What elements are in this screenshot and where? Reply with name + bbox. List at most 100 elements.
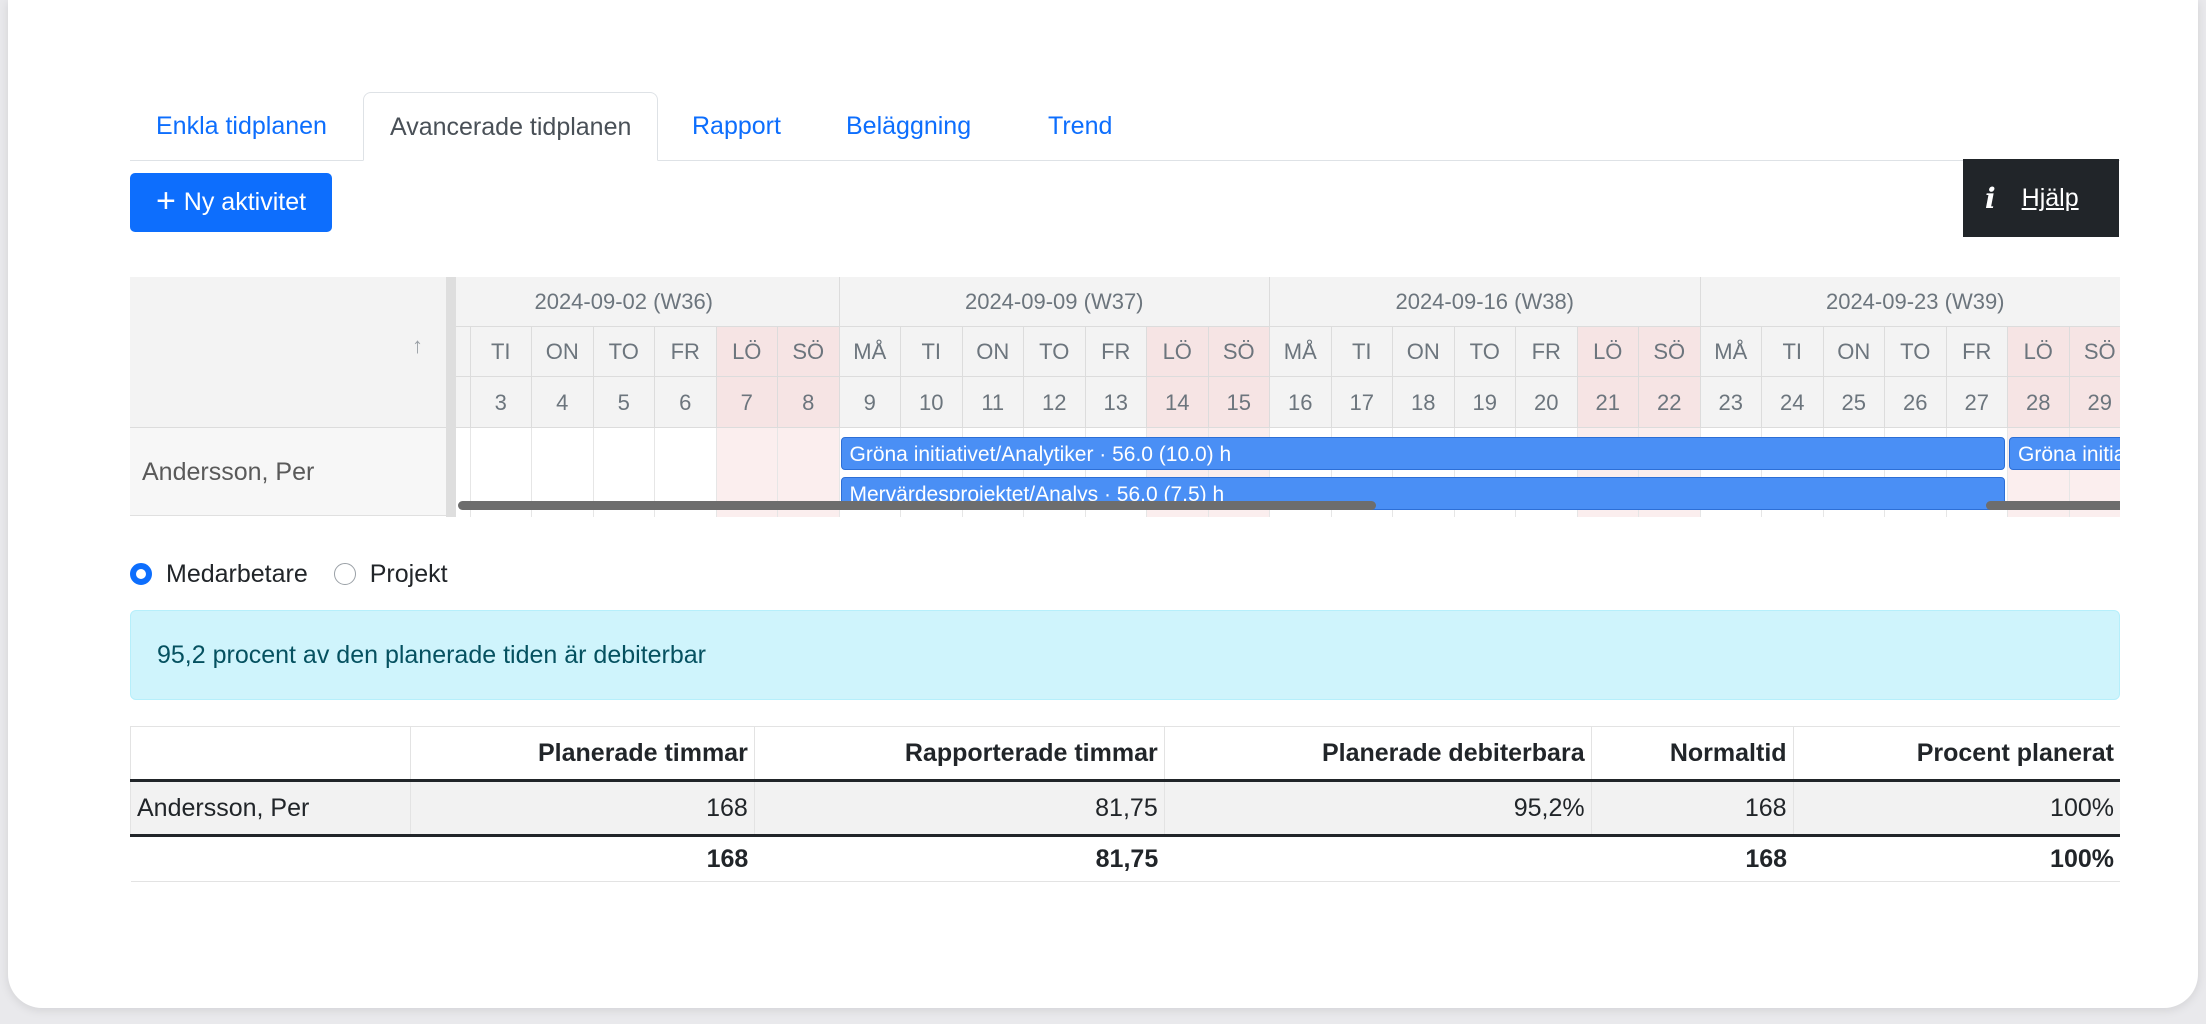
tab-bar: Enkla tidplanen Avancerade tidplanen Rap… bbox=[130, 92, 2120, 161]
day-number-cell: 9 bbox=[838, 377, 900, 428]
total-cell-planned-billable bbox=[1164, 835, 1592, 882]
new-activity-label: Ny aktivitet bbox=[183, 188, 307, 216]
billable-alert: 95,2 procent av den planerade tiden är d… bbox=[130, 610, 2120, 700]
day-number-cell: 25 bbox=[1822, 377, 1884, 428]
total-cell-reported-hours: 81,75 bbox=[754, 835, 1165, 882]
day-column bbox=[531, 428, 593, 517]
week-header: 2024-09-16 (W38) bbox=[1269, 277, 1700, 327]
day-number-cell: 11 bbox=[961, 377, 1023, 428]
horizontal-scrollbar-thumb[interactable] bbox=[458, 501, 1376, 510]
day-number-cell: 20 bbox=[1515, 377, 1577, 428]
day-number-cell: 8 bbox=[777, 377, 839, 428]
table-header-reported-hours[interactable]: Rapporterade timmar bbox=[753, 726, 1165, 782]
radio-projekt[interactable]: Projekt bbox=[333, 560, 448, 589]
day-number-cell: 13 bbox=[1084, 377, 1146, 428]
week-header: 2024-09-23 (W39) bbox=[1699, 277, 2120, 327]
day-number-cell: 12 bbox=[1023, 377, 1085, 428]
plus-icon: + bbox=[155, 182, 176, 220]
app-card: Enkla tidplanen Avancerade tidplanen Rap… bbox=[8, 0, 2198, 1008]
table-header-normal-time[interactable]: Normaltid bbox=[1590, 726, 1794, 782]
day-number-cell: 23 bbox=[1699, 377, 1761, 428]
day-number-cell: 26 bbox=[1884, 377, 1946, 428]
day-column bbox=[1453, 428, 1516, 517]
day-name-cell: LÖ bbox=[1576, 327, 1638, 377]
day-number-cell: 4 bbox=[531, 377, 593, 428]
radio-medarbetare[interactable]: Medarbetare bbox=[130, 560, 308, 589]
tab-rapport[interactable]: Rapport bbox=[692, 112, 781, 140]
table-row: Andersson, Per 168 81,75 95,2% 168 100% bbox=[130, 780, 2120, 837]
day-number-cell: 19 bbox=[1453, 377, 1515, 428]
tab-avancerade-tidplanen[interactable]: Avancerade tidplanen bbox=[363, 92, 659, 161]
table-cell-normal-time: 168 bbox=[1590, 780, 1794, 837]
day-number-cell: 14 bbox=[1146, 377, 1208, 428]
table-header-name bbox=[130, 726, 411, 782]
day-column bbox=[900, 428, 962, 517]
day-number-cell: 22 bbox=[1638, 377, 1700, 428]
help-button[interactable]: i Hjälp bbox=[1963, 159, 2119, 237]
day-name-cell: SÖ bbox=[2068, 327, 2120, 377]
day-name-cell: TI bbox=[900, 327, 962, 377]
tab-trend[interactable]: Trend bbox=[1048, 112, 1113, 140]
day-name-cell: FR bbox=[654, 327, 716, 377]
day-number-cell: 15 bbox=[1207, 377, 1269, 428]
day-number-cell: 7 bbox=[715, 377, 777, 428]
horizontal-scrollbar-thumb[interactable] bbox=[1986, 501, 2120, 510]
day-column bbox=[1699, 428, 1762, 517]
table-header-percent-planned[interactable]: Procent planerat bbox=[1792, 726, 2120, 782]
day-column bbox=[1023, 428, 1085, 517]
day-number-cell: 17 bbox=[1330, 377, 1392, 428]
radio-projekt-circle[interactable] bbox=[333, 563, 356, 585]
day-column bbox=[1884, 428, 1946, 517]
help-label: Hjälp bbox=[2021, 183, 2079, 212]
radio-medarbetare-label: Medarbetare bbox=[166, 559, 308, 588]
table-cell-planned-billable: 95,2% bbox=[1163, 780, 1592, 837]
gantt-resource-name: Andersson, Per bbox=[130, 428, 448, 516]
day-column bbox=[1084, 428, 1147, 517]
day-column bbox=[1392, 428, 1454, 517]
day-number-cell: 27 bbox=[1945, 377, 2007, 428]
day-name-cell: SÖ bbox=[1207, 327, 1269, 377]
radio-medarbetare-circle[interactable] bbox=[130, 563, 152, 585]
day-name-cell: TO bbox=[1453, 327, 1515, 377]
day-number-cell: 18 bbox=[1392, 377, 1454, 428]
day-name-cell: TI bbox=[469, 327, 531, 377]
day-column bbox=[1945, 428, 2008, 517]
day-number-cell: 5 bbox=[592, 377, 654, 428]
week-header: 2024-09-02 (W36) bbox=[456, 277, 839, 327]
day-name-cell: TO bbox=[592, 327, 654, 377]
day-number-cell: 2 bbox=[456, 377, 470, 428]
day-name-cell: LÖ bbox=[715, 327, 777, 377]
day-column bbox=[1269, 428, 1331, 517]
day-number-cell: 29 bbox=[2068, 377, 2120, 428]
day-number-cell: 28 bbox=[2007, 377, 2069, 428]
gantt-splitter[interactable] bbox=[446, 277, 456, 517]
day-name-cell: TI bbox=[1330, 327, 1392, 377]
gantt-activity-bar[interactable]: Gröna initiativet/Analytiker · 56.0 (10.… bbox=[840, 437, 2005, 470]
day-name-cell: FR bbox=[1515, 327, 1577, 377]
table-header-planned-hours[interactable]: Planerade timmar bbox=[409, 726, 755, 782]
sort-arrow-up-icon[interactable]: ↑ bbox=[412, 333, 423, 358]
view-radio-group: Medarbetare Projekt bbox=[130, 559, 474, 589]
tab-belaggning[interactable]: Beläggning bbox=[846, 112, 972, 140]
tab-enkla-tidplanen[interactable]: Enkla tidplanen bbox=[156, 112, 327, 140]
day-column bbox=[1761, 428, 1823, 517]
day-column bbox=[1330, 428, 1393, 517]
day-name-cell: ON bbox=[961, 327, 1023, 377]
day-column bbox=[838, 428, 901, 517]
week-header: 2024-09-09 (W37) bbox=[838, 277, 1269, 327]
new-activity-button[interactable]: + Ny aktivitet bbox=[130, 173, 332, 232]
day-name-cell: MÅ bbox=[1269, 327, 1331, 377]
table-cell-percent-planned: 100% bbox=[1792, 780, 2120, 837]
day-name-cell: ON bbox=[1392, 327, 1454, 377]
total-cell-normal-time: 168 bbox=[1591, 835, 1794, 882]
day-number-cell: 3 bbox=[469, 377, 531, 428]
gantt-chart: ↑ Andersson, Per 2024-09-02 (W36) 2024-09… bbox=[130, 277, 2120, 517]
table-header-planned-billable[interactable]: Planerade debiterbara bbox=[1163, 726, 1592, 782]
table-cell-name: Andersson, Per bbox=[130, 780, 411, 837]
total-cell-planned-hours: 168 bbox=[410, 835, 755, 882]
gantt-activity-bar[interactable]: Gröna initiativet/Analytiker · 56.0 (10.… bbox=[2009, 437, 2120, 470]
day-column bbox=[1515, 428, 1577, 517]
day-name-cell: TO bbox=[1884, 327, 1946, 377]
day-column bbox=[654, 428, 716, 517]
day-name-cell: MÅ bbox=[1699, 327, 1761, 377]
